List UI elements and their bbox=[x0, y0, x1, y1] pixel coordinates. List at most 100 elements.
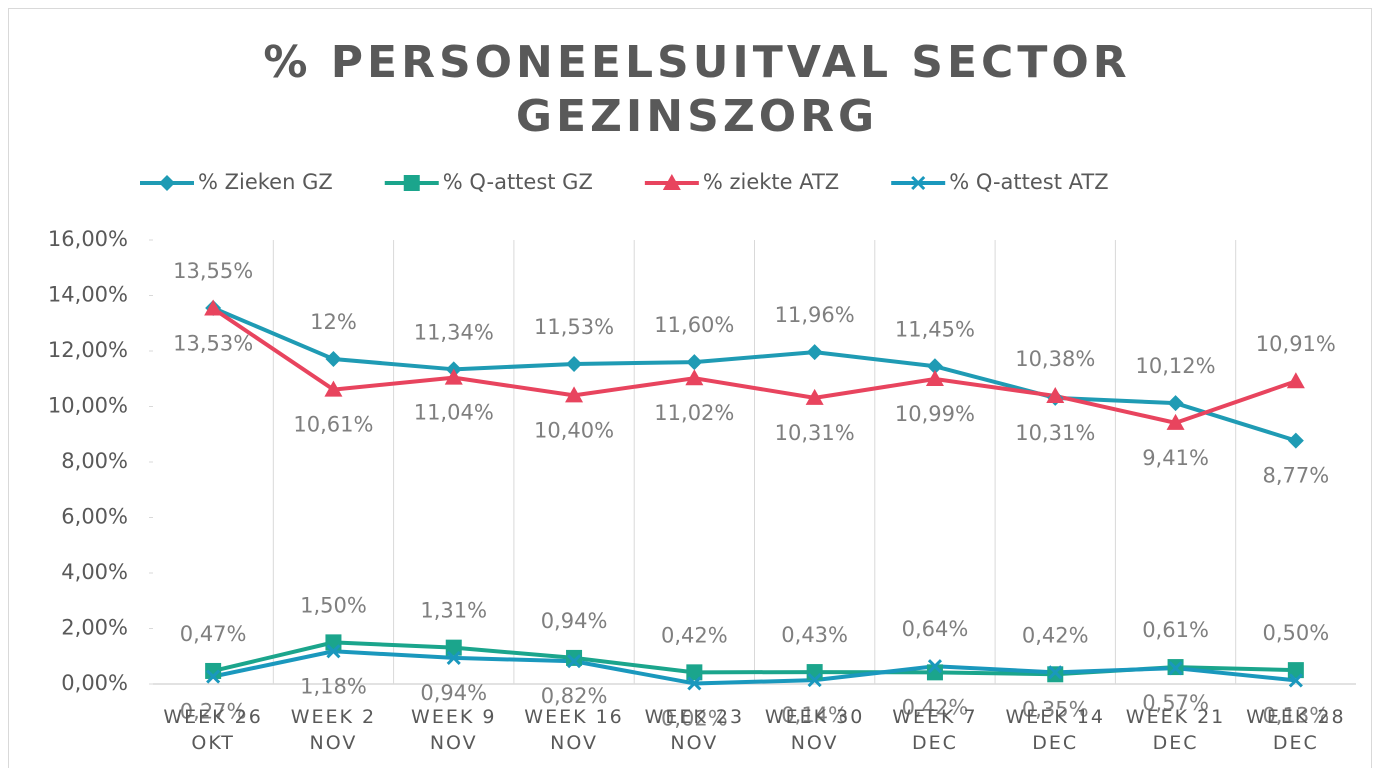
x-tick-label: WEEK 28 DEC bbox=[1246, 706, 1346, 754]
data-label: 10,61% bbox=[293, 413, 373, 437]
data-label: 10,91% bbox=[1256, 332, 1336, 356]
marker bbox=[325, 351, 342, 368]
data-label: 0,13% bbox=[1262, 703, 1329, 727]
data-label: 0,42% bbox=[902, 695, 969, 719]
chart-frame bbox=[8, 8, 1372, 768]
marker bbox=[926, 358, 943, 375]
data-label: 13,53% bbox=[173, 332, 253, 356]
marker bbox=[1288, 673, 1303, 688]
series-line bbox=[212, 306, 1297, 425]
data-label: 12% bbox=[310, 310, 357, 334]
data-label: 13,55% bbox=[173, 259, 253, 283]
marker bbox=[566, 649, 583, 666]
data-label: 0,35% bbox=[1022, 697, 1089, 721]
data-label: 0,42% bbox=[661, 623, 728, 647]
marker bbox=[806, 344, 823, 361]
marker bbox=[325, 634, 342, 651]
data-label: 11,45% bbox=[895, 317, 975, 341]
x-tick-label: WEEK 30 NOV bbox=[764, 706, 865, 754]
data-label: 10,12% bbox=[1136, 354, 1216, 378]
y-tick-label: 12,00% bbox=[48, 338, 128, 362]
x-tick-label: WEEK 23 NOV bbox=[644, 706, 745, 754]
marker bbox=[805, 388, 824, 405]
data-label: 1,50% bbox=[300, 593, 367, 617]
data-label: 0,27% bbox=[180, 700, 247, 724]
data-label: 10,99% bbox=[895, 402, 975, 426]
marker bbox=[565, 386, 584, 403]
data-label: 0,94% bbox=[420, 681, 487, 705]
legend-marker bbox=[662, 174, 681, 190]
data-label: 10,31% bbox=[1015, 421, 1095, 445]
y-tick-label: 6,00% bbox=[61, 505, 128, 529]
data-label: 10,38% bbox=[1015, 347, 1095, 371]
y-tick-label: 8,00% bbox=[61, 449, 128, 473]
marker bbox=[1287, 432, 1304, 449]
y-tick-label: 2,00% bbox=[61, 616, 128, 640]
data-label: 11,34% bbox=[414, 320, 494, 344]
legend-marker bbox=[159, 175, 175, 191]
x-tick-label: WEEK 21 DEC bbox=[1125, 706, 1226, 754]
x-tick-label: WEEK 7 DEC bbox=[892, 706, 978, 754]
data-label: 8,77% bbox=[1262, 464, 1329, 488]
data-label: 0,64% bbox=[902, 617, 969, 641]
marker bbox=[1167, 395, 1184, 412]
data-label: 0,43% bbox=[781, 623, 848, 647]
legend-marker bbox=[403, 175, 420, 191]
data-label: 0,02% bbox=[661, 706, 728, 730]
marker bbox=[206, 669, 221, 684]
data-label: 11,04% bbox=[414, 401, 494, 425]
data-label: 1,31% bbox=[420, 599, 487, 623]
marker bbox=[925, 370, 944, 387]
data-label: 11,96% bbox=[775, 303, 855, 327]
y-tick-label: 0,00% bbox=[61, 671, 128, 695]
marker bbox=[927, 659, 943, 674]
marker bbox=[1166, 413, 1185, 430]
x-tick-label: WEEK 14 DEC bbox=[1005, 706, 1105, 754]
y-tick-label: 10,00% bbox=[48, 394, 128, 418]
data-label: 0,42% bbox=[1022, 623, 1089, 647]
chart-title: % PERSONEELSUITVAL SECTOR GEZINSZORG bbox=[263, 37, 1131, 142]
x-tick-label: WEEK 26 OKT bbox=[163, 706, 263, 754]
y-tick-label: 4,00% bbox=[61, 560, 128, 584]
data-label: 11,53% bbox=[534, 315, 614, 339]
marker bbox=[444, 368, 463, 385]
data-label: 0,50% bbox=[1262, 621, 1329, 645]
marker bbox=[1286, 372, 1305, 389]
marker bbox=[687, 676, 702, 691]
marker bbox=[446, 650, 461, 665]
x-tick-label: WEEK 2 NOV bbox=[290, 706, 377, 754]
marker bbox=[445, 639, 462, 656]
x-tick-label: WEEK 16 NOV bbox=[524, 706, 624, 754]
legend-label: % Q-attest GZ bbox=[443, 170, 593, 194]
data-label: 0,61% bbox=[1142, 618, 1209, 642]
marker bbox=[205, 662, 222, 679]
data-label: 1,18% bbox=[300, 674, 367, 698]
legend-marker bbox=[911, 175, 926, 191]
marker bbox=[566, 356, 583, 373]
data-label: 0,14% bbox=[781, 703, 848, 727]
data-label: 0,94% bbox=[541, 609, 608, 633]
data-label: 10,31% bbox=[775, 421, 855, 445]
marker bbox=[686, 354, 703, 371]
legend-label: % Zieken GZ bbox=[198, 170, 333, 194]
marker bbox=[324, 380, 343, 397]
data-label: 10,40% bbox=[534, 418, 614, 442]
marker bbox=[1046, 386, 1065, 403]
marker bbox=[1048, 665, 1063, 680]
data-label: 0,57% bbox=[1142, 691, 1209, 715]
series-line bbox=[212, 649, 1297, 686]
data-label: 11,60% bbox=[654, 313, 734, 337]
x-tick-label: WEEK 9 NOV bbox=[411, 706, 497, 754]
series-line bbox=[212, 306, 1297, 443]
legend-label: % Q-attest ATZ bbox=[949, 170, 1108, 194]
data-label: 0,82% bbox=[541, 684, 608, 708]
data-label: 9,41% bbox=[1142, 446, 1209, 470]
marker bbox=[204, 299, 223, 316]
marker bbox=[1287, 662, 1304, 679]
data-label: 11,02% bbox=[654, 401, 734, 425]
marker bbox=[685, 369, 704, 386]
y-tick-label: 14,00% bbox=[48, 283, 128, 307]
marker bbox=[806, 664, 823, 681]
